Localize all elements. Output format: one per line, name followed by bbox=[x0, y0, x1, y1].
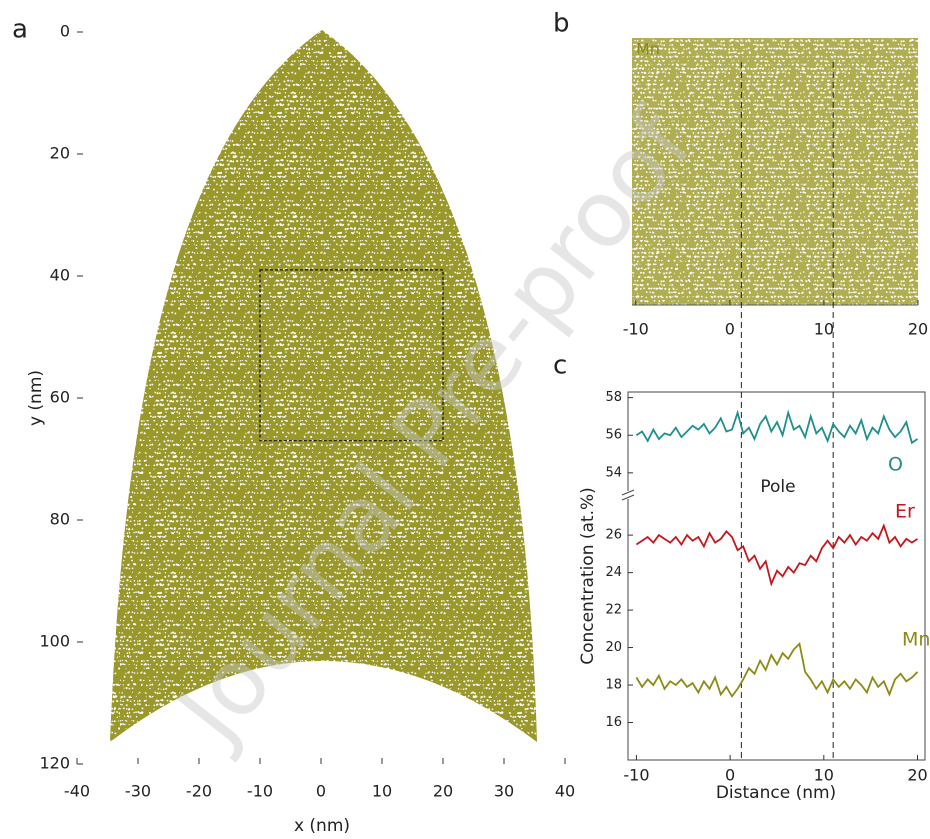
y-tick-label: 80 bbox=[50, 510, 70, 529]
marks: -40 -30 -20 -10 0 10 20 30 40020406080100120Mn-1… bbox=[39, 22, 930, 801]
series-line bbox=[635, 523, 918, 587]
y-tick-label: 40 bbox=[50, 266, 70, 285]
x-tick-label: -20 bbox=[186, 782, 212, 801]
series-label: Mn bbox=[902, 629, 930, 651]
series-line bbox=[635, 641, 919, 698]
y-tick-label: 100 bbox=[39, 632, 70, 651]
x-tick-label: 10 bbox=[372, 782, 392, 801]
y-tick-label: 58 bbox=[605, 390, 622, 405]
x-axis-label: Distance (nm) bbox=[716, 783, 836, 803]
panel-label: b bbox=[553, 9, 570, 39]
y-tick-label: 16 bbox=[605, 715, 622, 730]
y-tick-label: 24 bbox=[605, 565, 622, 580]
axis-break bbox=[621, 489, 635, 501]
x-tick-label: 20 bbox=[908, 320, 928, 339]
x-tick-label: 0 bbox=[725, 320, 735, 339]
y-axis-label: y (nm) bbox=[26, 370, 46, 426]
x-tick-label: 40 bbox=[555, 782, 575, 801]
x-tick-label: -10 bbox=[623, 320, 649, 339]
x-tick-label: -10 bbox=[623, 766, 649, 785]
x-tick-label: 0 bbox=[316, 782, 326, 801]
y-tick-label: 54 bbox=[605, 465, 622, 480]
y-tick-label: 60 bbox=[50, 388, 70, 407]
y-tick-label: 26 bbox=[605, 528, 622, 543]
frame bbox=[627, 391, 926, 761]
x-tick-label: -40 bbox=[64, 782, 90, 801]
x-tick-label: -30 bbox=[125, 782, 151, 801]
y-tick-label: 0 bbox=[60, 22, 70, 41]
y-tick-label: 56 bbox=[605, 428, 622, 443]
y-tick-label: 18 bbox=[605, 678, 622, 693]
x-tick-label: 0 bbox=[725, 766, 735, 785]
series-line bbox=[635, 409, 919, 445]
region-box bbox=[259, 269, 444, 442]
annotation: Pole bbox=[760, 477, 795, 497]
y-tick-label: 120 bbox=[39, 754, 70, 773]
x-tick-label: 20 bbox=[433, 782, 453, 801]
series-label: O bbox=[888, 454, 903, 476]
y-tick-label: 20 bbox=[605, 640, 622, 655]
element-label: Mn bbox=[636, 40, 660, 59]
series-label: Er bbox=[895, 501, 915, 523]
x-tick-label: 20 bbox=[907, 766, 927, 785]
x-tick-label: 10 bbox=[814, 766, 834, 785]
x-tick-label: -10 bbox=[247, 782, 273, 801]
y-axis-label: Concentration (at.%) bbox=[578, 487, 598, 665]
panel-label: c bbox=[553, 351, 567, 381]
atom-map bbox=[632, 38, 918, 305]
axis-break bbox=[622, 491, 634, 499]
x-tick-label: 10 bbox=[814, 320, 834, 339]
panel-label: a bbox=[12, 15, 28, 45]
x-tick-label: 30 bbox=[494, 782, 514, 801]
x-axis-label: x (nm) bbox=[294, 816, 350, 836]
y-tick-label: 20 bbox=[50, 144, 70, 163]
y-tick-label: 22 bbox=[605, 603, 622, 618]
atom-map bbox=[110, 30, 537, 742]
